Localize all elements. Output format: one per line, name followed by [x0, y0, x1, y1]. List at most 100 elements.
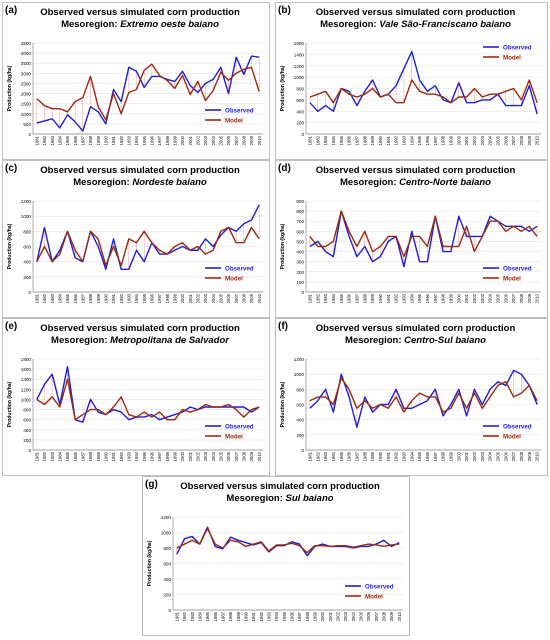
y-tick-label: 1000: [294, 75, 305, 80]
x-tick-label: 1997: [157, 451, 162, 461]
x-tick-label: 1991: [111, 293, 116, 303]
x-tick-label: 1985: [65, 451, 70, 461]
subtitle-prefix: Mesoregion:: [61, 19, 120, 30]
x-tick-label: 1983: [50, 451, 55, 461]
subtitle-prefix: Mesoregion:: [320, 19, 379, 30]
y-tick-label: 4500: [21, 41, 32, 46]
x-tick-label: 1987: [355, 451, 360, 461]
x-tick-label: 1993: [126, 451, 131, 461]
x-tick-label: 1995: [142, 451, 147, 461]
y-axis-label: Production (kg/ha): [280, 381, 286, 427]
y-tick-label: 200: [23, 438, 31, 443]
x-tick-label: 1988: [362, 293, 367, 303]
x-tick-label: 1990: [378, 293, 383, 303]
x-tick-label: 1990: [103, 135, 108, 145]
x-tick-label: 2004: [488, 451, 493, 461]
legend-label: Model: [365, 594, 383, 601]
x-tick-label: 2004: [488, 135, 493, 145]
y-tick-label: 4000: [21, 51, 32, 56]
chart-subtitle: Mesoregion: Vale São-Franciscano baiano: [320, 19, 511, 30]
x-tick-label: 2000: [320, 611, 325, 621]
x-tick-label: 2009: [389, 611, 394, 621]
x-tick-label: 2000: [180, 451, 185, 461]
x-tick-label: 2010: [535, 451, 540, 461]
x-tick-label: 2000: [180, 135, 185, 145]
chart-title: Observed versus simulated corn productio…: [40, 7, 240, 18]
x-tick-label: 1995: [142, 293, 147, 303]
y-tick-label: 1200: [294, 357, 305, 362]
x-tick-label: 2006: [503, 135, 508, 145]
x-tick-label: 1988: [88, 135, 93, 145]
y-tick-label: 800: [23, 408, 31, 413]
x-tick-label: 1990: [378, 135, 383, 145]
x-tick-label: 1982: [42, 451, 47, 461]
y-tick-label: 1000: [21, 397, 32, 402]
y-tick-label: 800: [296, 209, 304, 214]
y-tick-label: 200: [296, 270, 304, 275]
y-tick-label: 1000: [21, 112, 32, 117]
line-chart-e: Observed versus simulated corn productio…: [7, 323, 263, 461]
x-tick-label: 1993: [402, 135, 407, 145]
y-tick-label: 800: [296, 387, 304, 392]
y-axis-label: Production (kg/ha): [280, 223, 286, 269]
x-tick-label: 2007: [511, 135, 516, 145]
panel-letter: (a): [5, 5, 18, 16]
x-tick-label: 2005: [496, 293, 501, 303]
x-tick-label: 2009: [527, 293, 532, 303]
chart-panel-f: (f) Observed versus simulated corn produ…: [275, 318, 548, 476]
x-tick-label: 2009: [249, 451, 254, 461]
x-tick-label: 1984: [57, 451, 62, 461]
x-tick-label: 2001: [464, 135, 469, 145]
x-tick-label: 1982: [315, 135, 320, 145]
panel-letter: (c): [5, 163, 18, 174]
chart-subtitle: Mesoregion: Extremo oeste baiano: [61, 19, 219, 30]
y-tick-label: 200: [23, 275, 31, 280]
y-tick-label: 1000: [21, 214, 32, 219]
chart-panel-b: (b) Observed versus simulated corn produ…: [275, 2, 548, 160]
series-line-observed: [309, 369, 538, 429]
x-tick-label: 2003: [480, 451, 485, 461]
x-tick-label: 1982: [182, 611, 187, 621]
y-tick-label: 1800: [21, 357, 32, 362]
x-tick-label: 1997: [433, 135, 438, 145]
x-tick-label: 2000: [456, 293, 461, 303]
x-tick-label: 2010: [535, 293, 540, 303]
x-tick-label: 2010: [257, 135, 262, 145]
x-tick-label: 1997: [297, 611, 302, 621]
y-tick-label: 1200: [21, 199, 32, 204]
line-chart-g: Observed versus simulated corn productio…: [147, 481, 403, 621]
x-tick-label: 1990: [103, 451, 108, 461]
x-tick-label: 1997: [433, 451, 438, 461]
x-tick-label: 1983: [323, 135, 328, 145]
x-tick-label: 1999: [449, 293, 454, 303]
x-tick-label: 1991: [111, 451, 116, 461]
x-tick-label: 1994: [409, 293, 414, 303]
chart-panel-a: (a) Observed versus simulated corn produ…: [2, 2, 270, 160]
x-tick-label: 1992: [119, 293, 124, 303]
panel-letter: (g): [145, 479, 158, 490]
x-tick-label: 2004: [211, 293, 216, 303]
x-tick-label: 1988: [88, 293, 93, 303]
chart-title: Observed versus simulated corn productio…: [316, 323, 516, 334]
x-tick-label: 2009: [249, 135, 254, 145]
x-tick-label: 1984: [57, 293, 62, 303]
x-tick-label: 1996: [425, 135, 430, 145]
x-tick-label: 2005: [496, 451, 501, 461]
series-line-observed: [309, 50, 538, 115]
y-tick-label: 100: [296, 280, 304, 285]
chart-title: Observed versus simulated corn productio…: [316, 165, 516, 176]
subtitle-region: Metropolitana de Salvador: [110, 335, 230, 346]
y-tick-label: 600: [296, 98, 304, 103]
x-tick-label: 1995: [282, 611, 287, 621]
x-tick-label: 1992: [394, 135, 399, 145]
x-tick-label: 1988: [362, 451, 367, 461]
x-tick-label: 2009: [527, 451, 532, 461]
x-tick-label: 2004: [488, 293, 493, 303]
x-tick-label: 1989: [236, 611, 241, 621]
x-tick-label: 1985: [205, 611, 210, 621]
legend-label: Model: [503, 434, 521, 441]
x-tick-label: 2005: [218, 135, 223, 145]
x-tick-label: 1993: [126, 293, 131, 303]
x-tick-label: 1984: [331, 135, 336, 145]
x-tick-label: 1995: [417, 451, 422, 461]
